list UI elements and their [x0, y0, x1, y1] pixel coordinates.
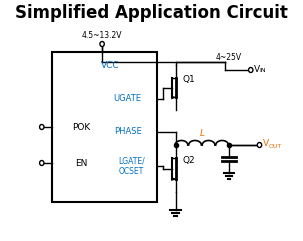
Text: 4~25V: 4~25V: [216, 54, 242, 62]
Text: V: V: [254, 65, 260, 74]
Text: V: V: [263, 140, 269, 148]
Circle shape: [100, 41, 104, 47]
Text: OUT: OUT: [268, 144, 281, 149]
Text: Q1: Q1: [182, 75, 195, 84]
Text: PHASE: PHASE: [114, 127, 142, 136]
Text: POK: POK: [72, 122, 91, 132]
Circle shape: [40, 161, 44, 166]
Circle shape: [257, 142, 262, 147]
Bar: [52, 52, 157, 202]
Text: Q2: Q2: [182, 156, 195, 165]
Text: EN: EN: [75, 159, 88, 167]
Circle shape: [40, 125, 44, 129]
Text: VCC: VCC: [101, 61, 119, 71]
Text: Simplified Application Circuit: Simplified Application Circuit: [15, 4, 288, 22]
Text: UGATE: UGATE: [113, 94, 142, 103]
Circle shape: [248, 67, 253, 73]
Text: L: L: [199, 129, 204, 139]
Text: LGATE/
OCSET: LGATE/ OCSET: [118, 156, 145, 176]
Text: 4.5~13.2V: 4.5~13.2V: [82, 32, 122, 40]
Text: IN: IN: [259, 68, 266, 74]
